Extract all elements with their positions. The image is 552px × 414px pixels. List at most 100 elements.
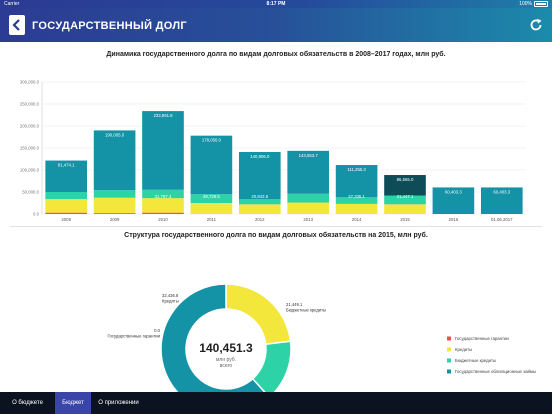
bar-total-label: 143,553.7 [299, 153, 319, 158]
bar-total-label: 81,474.1 [58, 163, 75, 168]
legend-label: Государственные гарантии [455, 336, 509, 341]
donut-center-label: всего [220, 363, 233, 369]
bar-total-label: 60,403.3 [445, 189, 462, 194]
x-tick-label: 2016 [449, 217, 459, 222]
tab-bar: О бюджете Бюджет О приложении [0, 392, 552, 414]
bar-segment-credits [238, 204, 281, 214]
bar-segment-credits [287, 202, 330, 214]
y-tick-label: 0.0 [33, 212, 40, 217]
bar-chart: 300,000.0 250,000.0 200,000.0 150,000.0 100,… [20, 80, 526, 222]
bar-segment-budget_credits [384, 195, 426, 205]
y-tick-label: 200,000.0 [20, 124, 40, 129]
x-tick-label: 2010 [158, 217, 168, 222]
bar-segment-label: 20,843.5 [251, 194, 268, 199]
y-tick-label: 50,000.0 [22, 190, 39, 195]
bar-segment-bonds [142, 111, 184, 190]
bar-segment-bonds [335, 165, 378, 198]
legend-swatch [447, 358, 451, 363]
bar-segment-bonds [287, 150, 330, 194]
y-tick-label: 150,000.0 [20, 146, 40, 151]
bar-segment-bonds [238, 152, 281, 200]
bar-total-label: 140,906.0 [250, 154, 270, 159]
donut-slice-credits [225, 283, 292, 346]
page-title: ГОСУДАРСТВЕННЫЙ ДОЛГ [32, 20, 187, 32]
bar-segment-budget_credits [93, 190, 136, 198]
bar-total-label: 233,891.8 [153, 113, 173, 118]
battery-percent: 100% [519, 1, 532, 7]
bar-segment-label: 48,728.5 [203, 194, 220, 199]
bar-segment-bonds [45, 160, 88, 192]
bar-segment-guarantees [93, 213, 136, 214]
bar-segment-credits [93, 197, 136, 214]
app-header: ГОСУДАРСТВЕННЫЙ ДОЛГ [0, 8, 552, 42]
chevron-left-icon [12, 19, 20, 31]
legend-swatch [447, 347, 451, 352]
y-tick-label: 300,000.0 [20, 80, 40, 85]
bar-segment-budget_credits [190, 194, 233, 203]
bar-segment-credits [384, 204, 426, 214]
donut-center-unit: млн руб. [216, 357, 236, 363]
tab-about-budget[interactable]: О бюджете [12, 400, 43, 406]
x-tick-label: 2012 [255, 217, 265, 222]
legend-label: Государственные облигационные займы [455, 369, 536, 374]
x-tick-label: 2008 [61, 217, 71, 222]
bar-segment-budget_credits [45, 192, 88, 200]
bar-segment-credits [45, 199, 88, 213]
refresh-icon [530, 18, 542, 31]
bar-segment-label: 27,335.1 [348, 194, 365, 199]
slice-name-label: Государственные гарантии [108, 334, 161, 339]
bar-segment-guarantees [142, 212, 184, 214]
carrier-label: Carrier [4, 1, 20, 7]
x-tick-label: 2009 [110, 217, 120, 222]
clock: 8:17 PM [266, 1, 286, 7]
bar-segment-budget_credits [287, 193, 330, 203]
x-tick-label: 2015 [400, 217, 410, 222]
legend-swatch [447, 369, 451, 374]
y-tick-label: 100,000.0 [20, 168, 40, 173]
slice-value-label: 32,436.8 [162, 293, 179, 298]
bar-segment-budget_credits [335, 197, 378, 204]
bar-chart-title: Динамика государственного долга по видам… [106, 51, 446, 58]
bar-segment-bonds [384, 175, 426, 196]
bar-total-label: 111,255.3 [347, 167, 366, 172]
x-tick-label: 2011 [207, 217, 217, 222]
x-tick-label: 2013 [303, 217, 313, 222]
chart-divider [10, 226, 542, 227]
slice-value-label: 0.0 [154, 328, 160, 333]
bar-segment-bonds [93, 130, 136, 191]
bar-segment-credits [335, 203, 378, 214]
bar-segment-label: 31,787.4 [155, 194, 172, 199]
bar-segment-bonds [480, 187, 523, 214]
legend-label: Кредиты [455, 347, 472, 352]
bar-segment-budget_credits [142, 189, 184, 199]
legend-label: Бюджетные кредиты [455, 358, 496, 363]
bar-segment-bonds [432, 187, 475, 214]
bar-total-label: 190,005.0 [105, 132, 125, 137]
donut-chart-title: Структура государственного долга по вида… [124, 232, 428, 239]
legend-swatch [447, 336, 451, 341]
slice-value-label: 21,449.1 [286, 302, 303, 307]
back-button[interactable] [9, 15, 25, 35]
y-tick-label: 250,000.0 [20, 102, 40, 107]
content-area: Динамика государственного долга по видам… [0, 42, 552, 392]
bar-segment-credits [190, 203, 233, 214]
bar-segment-budget_credits [238, 199, 281, 205]
donut-slice-bonds [160, 283, 266, 392]
refresh-button[interactable] [529, 18, 543, 32]
tab-about-app[interactable]: О приложении [98, 400, 139, 406]
tab-budget[interactable]: Бюджет [55, 392, 91, 414]
slice-name-label: Бюджетные кредиты [286, 308, 326, 313]
bar-total-label: 86,565.0 [397, 177, 414, 182]
bar-total-label: 60,403.3 [493, 189, 510, 194]
battery-icon [534, 1, 548, 7]
bar-total-label: 178,056.0 [202, 138, 222, 143]
bar-segment-bonds [190, 135, 233, 195]
status-bar: Carrier 8:17 PM 100% [0, 0, 552, 8]
battery-indicator: 100% [519, 0, 548, 8]
bar-segment-guarantees [45, 212, 88, 214]
donut-slice-budget_credits [251, 340, 292, 392]
donut-center-value: 140,451.3 [199, 341, 253, 355]
bar-segment-label: 21,447.1 [397, 194, 414, 199]
bar-segment-credits [142, 198, 184, 213]
